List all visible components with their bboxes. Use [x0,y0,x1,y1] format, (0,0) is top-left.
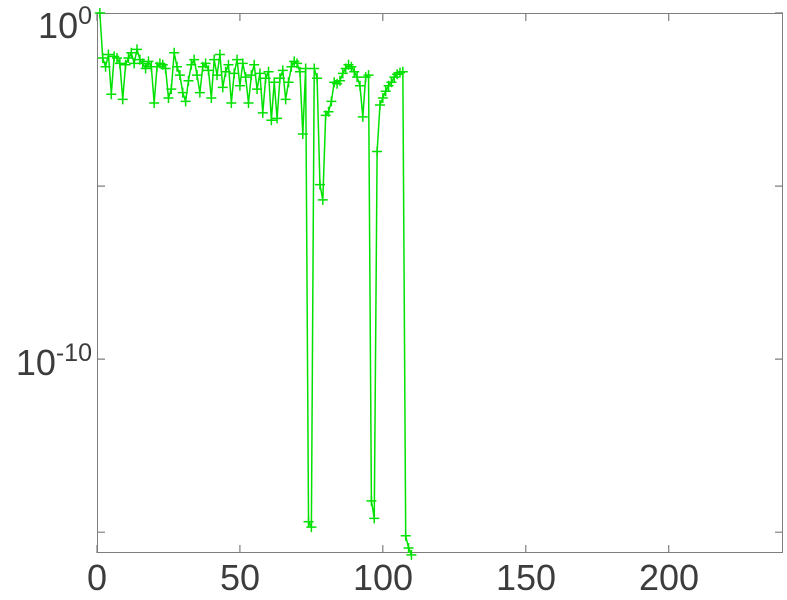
series-line [99,12,413,556]
x-tick-label-50: 50 [219,557,261,598]
x-tick-label-150: 150 [495,557,557,598]
x-tick-label-200: 200 [638,557,700,598]
y-tick-exponent: 0 [78,2,92,30]
y-tick-base: 10 [15,342,56,383]
y-tick-base: 10 [38,5,79,46]
plot-svg [94,8,783,560]
axis-box [97,13,783,553]
x-tick-label-100: 100 [352,557,414,598]
y-tick-label-1e0: 100 [38,4,92,46]
x-tick-label-0: 0 [86,557,108,598]
plot-area [94,8,783,560]
y-tick-exponent: -10 [55,339,92,367]
y-tick-label-1e-10: 10-10 [15,341,92,383]
series-plus-markers [94,8,417,560]
